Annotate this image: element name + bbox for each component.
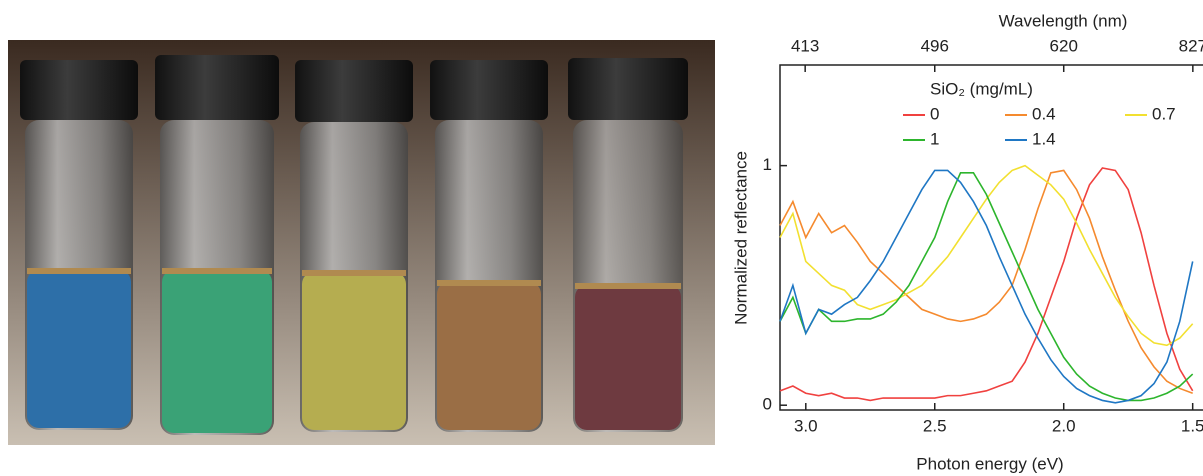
x-tick-label: 3.0 bbox=[794, 416, 818, 435]
figure: Wavelength (nm) Photon energy (eV) Norma… bbox=[0, 0, 1203, 476]
series-line bbox=[780, 168, 1193, 400]
legend-label: 1 bbox=[930, 129, 939, 148]
y-tick-label: 0 bbox=[763, 395, 772, 414]
y-axis-label: Normalized reflectance bbox=[731, 151, 750, 325]
vial bbox=[295, 60, 413, 432]
series-line bbox=[780, 170, 1193, 402]
page: {"chart_data": {"type": "line", "xlabel"… bbox=[0, 0, 1203, 476]
y-tick-label: 1 bbox=[763, 155, 772, 174]
vial-photo bbox=[8, 40, 715, 445]
x-axis-label: Photon energy (eV) bbox=[916, 454, 1063, 473]
series-line bbox=[780, 173, 1193, 401]
vial bbox=[430, 60, 548, 432]
series-line bbox=[780, 170, 1193, 393]
vial bbox=[568, 58, 688, 432]
legend-label: 0 bbox=[930, 104, 939, 123]
legend-label: 0.4 bbox=[1032, 104, 1056, 123]
series-line bbox=[780, 166, 1193, 346]
x2-tick-label: 620 bbox=[1050, 36, 1078, 55]
vial bbox=[20, 60, 138, 430]
x-tick-label: 2.5 bbox=[923, 416, 947, 435]
vial bbox=[155, 55, 279, 435]
x2-axis-label: Wavelength (nm) bbox=[999, 11, 1128, 30]
x-tick-label: 2.0 bbox=[1052, 416, 1076, 435]
legend-title: SiO₂ (mg/mL) bbox=[930, 79, 1033, 98]
x2-tick-label: 827 bbox=[1179, 36, 1203, 55]
legend-label: 0.7 bbox=[1152, 104, 1176, 123]
x2-tick-label: 496 bbox=[921, 36, 949, 55]
legend-label: 1.4 bbox=[1032, 129, 1056, 148]
x2-tick-label: 413 bbox=[791, 36, 819, 55]
x-tick-label: 1.5 bbox=[1181, 416, 1203, 435]
